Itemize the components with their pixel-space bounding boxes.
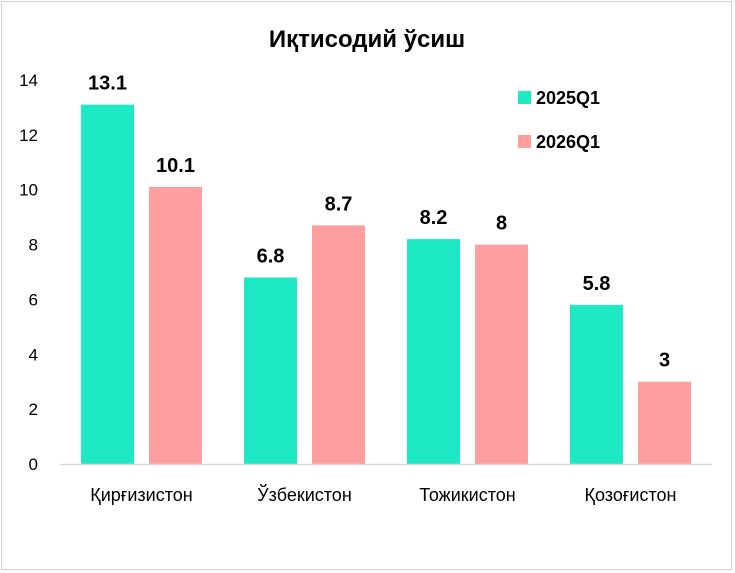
x-tick-label: Тожикистон [419,485,515,505]
x-tick-label: Қирғизистон [90,485,192,505]
y-tick-label: 14 [19,71,38,90]
bar [81,104,134,464]
y-tick-label: 8 [29,236,38,255]
chart-title: Иқтисодий ўсиш [269,26,465,53]
bar [312,225,365,464]
legend-swatch [518,135,531,148]
y-tick-label: 12 [19,126,38,145]
data-label: 10.1 [156,155,195,177]
x-tick-label: Ўзбекистон [257,484,352,505]
y-tick-label: 4 [29,345,38,364]
y-tick-label: 0 [29,455,38,474]
data-label: 8 [496,213,507,235]
y-tick-label: 2 [29,400,38,419]
bar [149,186,202,464]
data-label: 6.8 [257,245,285,267]
legend: 2025Q1 2026Q1 [518,88,600,152]
bar [638,381,691,464]
data-label: 5.8 [583,273,611,295]
legend-label: 2025Q1 [536,88,600,108]
bar [570,304,623,464]
bar [407,239,460,464]
bars [81,104,691,464]
data-labels: 13.1 10.1 6.8 8.7 8.2 8 5.8 3 [88,73,670,372]
data-label: 8.2 [420,207,448,229]
y-tick-label: 6 [29,290,38,309]
x-tick-label: Қозоғистон [585,485,677,505]
bar [475,244,528,464]
y-tick-label: 10 [19,181,38,200]
legend-swatch [518,91,531,104]
x-axis: Қирғизистон Ўзбекистон Тожикистон Қозоғисто… [60,463,712,505]
y-axis: 0 2 4 6 8 10 12 14 [19,71,38,474]
data-label: 3 [659,350,670,372]
bar [244,277,297,464]
legend-label: 2026Q1 [536,132,600,152]
data-label: 13.1 [88,73,127,95]
data-label: 8.7 [325,193,353,215]
